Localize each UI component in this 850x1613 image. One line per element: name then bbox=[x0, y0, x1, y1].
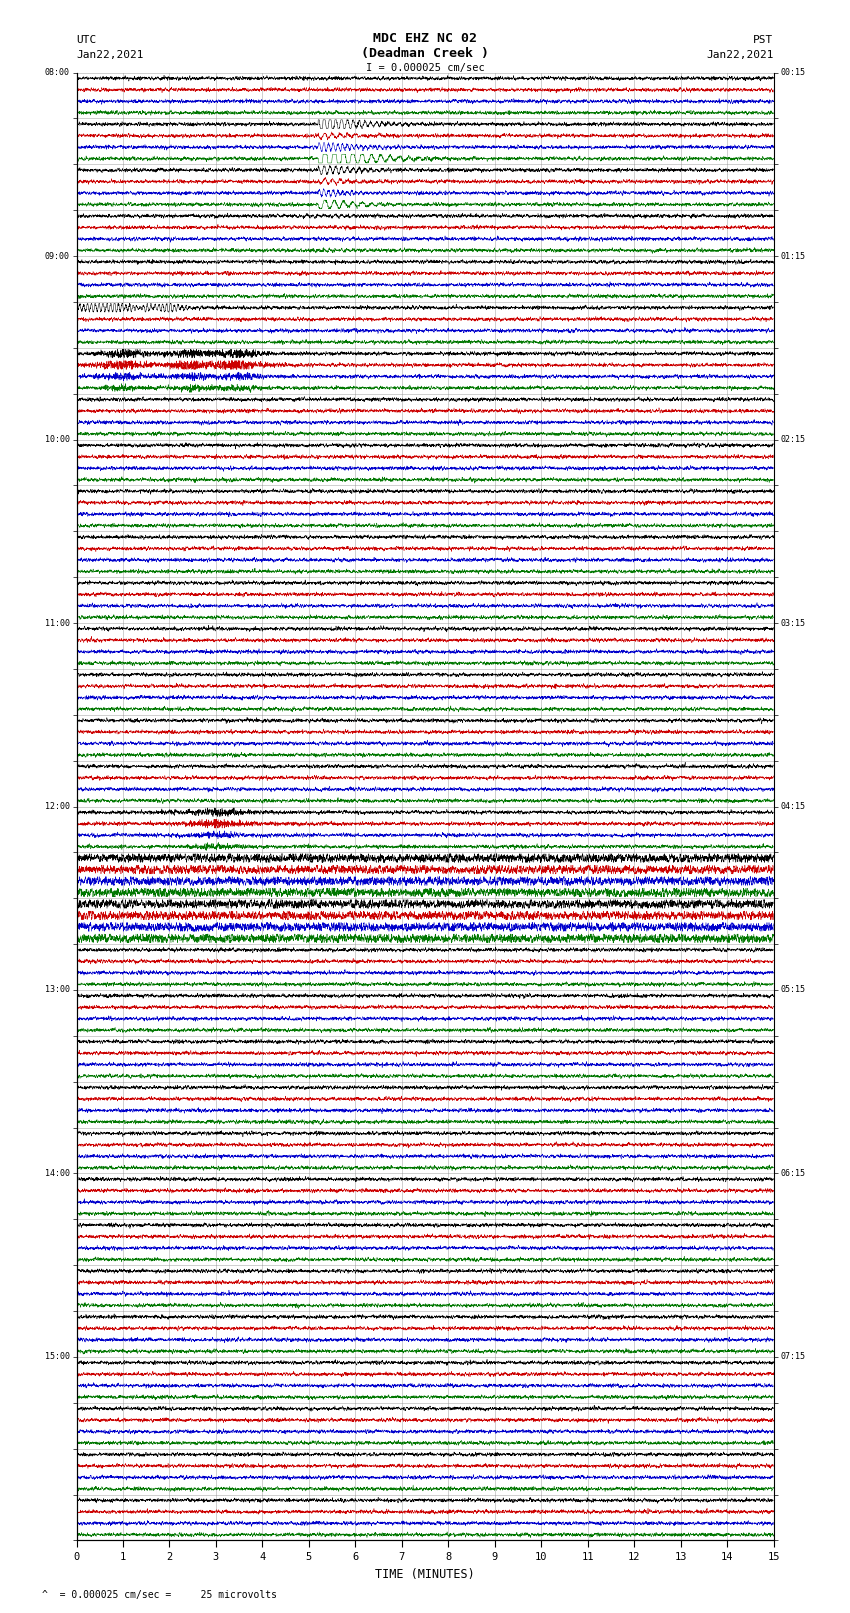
Text: Jan22,2021: Jan22,2021 bbox=[706, 50, 774, 60]
Text: ^  = 0.000025 cm/sec =     25 microvolts: ^ = 0.000025 cm/sec = 25 microvolts bbox=[42, 1590, 277, 1600]
Text: (Deadman Creek ): (Deadman Creek ) bbox=[361, 47, 489, 60]
Text: PST: PST bbox=[753, 35, 774, 45]
Text: UTC: UTC bbox=[76, 35, 97, 45]
Text: MDC EHZ NC 02: MDC EHZ NC 02 bbox=[373, 32, 477, 45]
Text: I = 0.000025 cm/sec: I = 0.000025 cm/sec bbox=[366, 63, 484, 73]
X-axis label: TIME (MINUTES): TIME (MINUTES) bbox=[375, 1568, 475, 1581]
Text: Jan22,2021: Jan22,2021 bbox=[76, 50, 144, 60]
